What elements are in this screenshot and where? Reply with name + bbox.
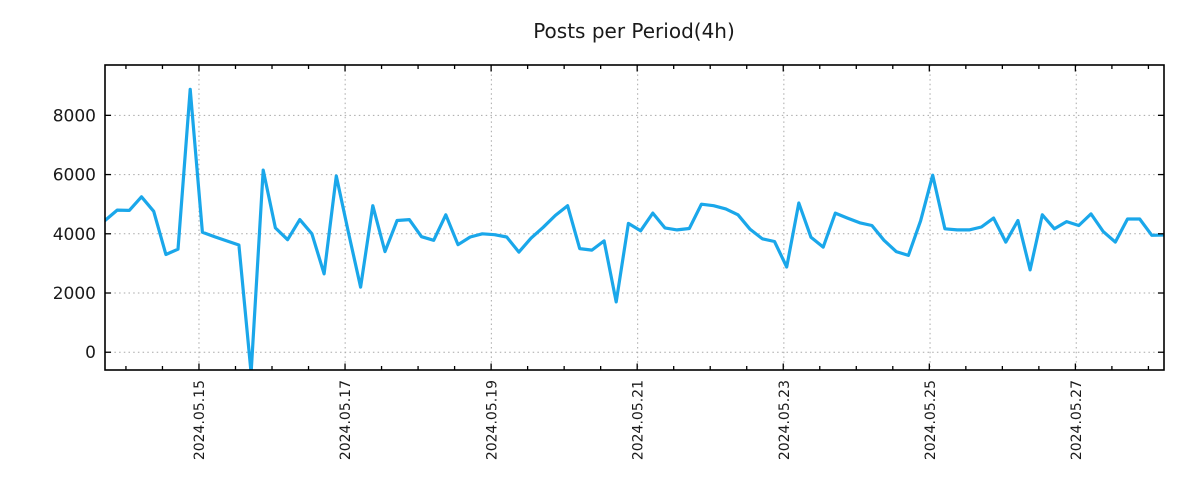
y-tick-label: 4000 bbox=[53, 225, 96, 245]
y-tick-label: 2000 bbox=[53, 284, 96, 304]
x-tick-label: 2024.05.21 bbox=[631, 380, 647, 460]
data-series-line bbox=[105, 87, 1164, 370]
axis-ticks bbox=[105, 65, 1164, 370]
x-axis-labels: 2024.05.15 2024.05.17 2024.05.19 2024.05.21… bbox=[192, 380, 1085, 460]
x-tick-label: 2024.05.15 bbox=[192, 380, 208, 460]
y-axis-labels: 0 2000 4000 6000 8000 bbox=[53, 106, 96, 363]
plot-border bbox=[104, 64, 1165, 371]
y-tick-label: 8000 bbox=[53, 106, 96, 126]
y-tick-label: 6000 bbox=[53, 166, 96, 186]
x-tick-label: 2024.05.23 bbox=[777, 380, 793, 460]
grid-lines bbox=[105, 65, 1164, 370]
posts-series-polyline bbox=[105, 87, 1164, 370]
x-tick-label: 2024.05.19 bbox=[484, 380, 500, 460]
chart-title: Posts per Period(4h) bbox=[533, 19, 735, 43]
x-tick-label: 2024.05.25 bbox=[923, 380, 939, 460]
x-tick-label: 2024.05.17 bbox=[338, 380, 354, 460]
x-tick-label: 2024.05.27 bbox=[1069, 380, 1085, 460]
y-tick-label: 0 bbox=[85, 343, 96, 363]
